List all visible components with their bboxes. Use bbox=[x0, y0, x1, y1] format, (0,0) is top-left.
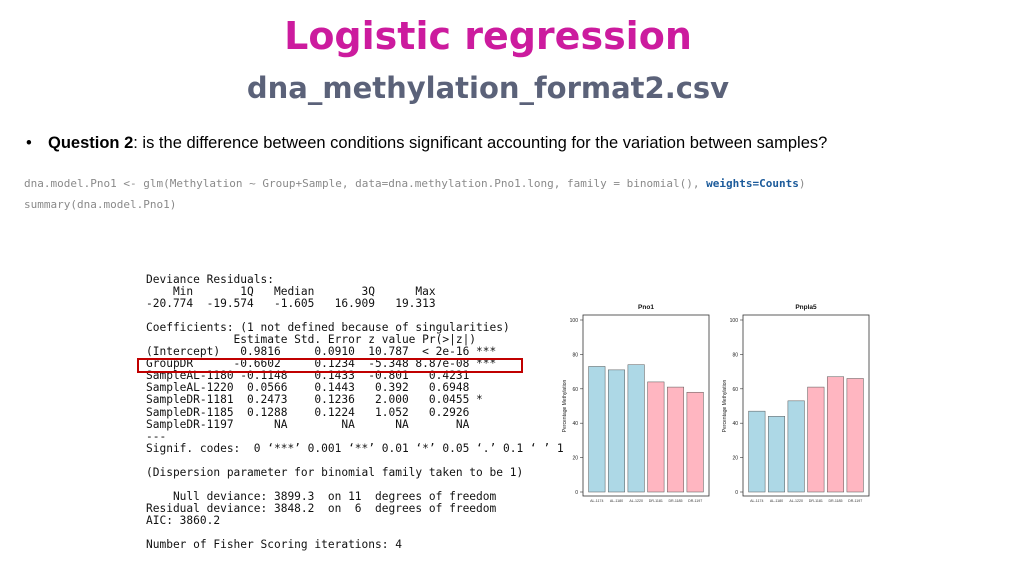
r-output-line: --- bbox=[146, 429, 167, 443]
r-output-line: Estimate Std. Error z value Pr(>|z|) bbox=[146, 333, 477, 347]
y-tick-label: 100 bbox=[570, 318, 579, 324]
bar bbox=[846, 378, 864, 493]
x-tick-label: DR-1185 bbox=[668, 499, 682, 503]
r-output-line: GroupDR -0.6602 0.1234 -5.348 8.87e-08 *… bbox=[146, 357, 497, 371]
x-tick-label: AL-1220 bbox=[789, 499, 803, 503]
slide-subtitle: dna_methylation_format2.csv bbox=[246, 71, 730, 105]
question-label: Question 2 bbox=[48, 134, 134, 152]
y-axis-label: Percentage Methylation bbox=[722, 380, 728, 433]
plot-frame bbox=[582, 314, 710, 497]
bar bbox=[748, 410, 766, 493]
plot-frame bbox=[742, 314, 870, 497]
x-tick-label: DR-1181 bbox=[809, 499, 823, 503]
r-output-line bbox=[146, 455, 564, 467]
code-close-paren: ) bbox=[798, 177, 806, 190]
r-output-line: Signif. codes: 0 ‘***’ 0.001 ‘**’ 0.01 ‘… bbox=[146, 441, 564, 455]
r-output-line: Deviance Residuals: bbox=[146, 273, 274, 286]
y-tick-label: 20 bbox=[732, 456, 738, 462]
y-tick-label: 60 bbox=[572, 387, 578, 393]
y-tick-label: 100 bbox=[730, 318, 739, 324]
r-output-line: Min 1Q Median 3Q Max bbox=[146, 285, 436, 299]
r-output-line: Number of Fisher Scoring iterations: 4 bbox=[146, 538, 402, 552]
bar bbox=[607, 369, 626, 493]
bullet-dot: • bbox=[26, 134, 32, 152]
code-line-summary: summary(dna.model.Pno1) bbox=[24, 198, 177, 211]
bar bbox=[627, 364, 645, 493]
r-output-line: SampleDR-1185 0.1288 0.1224 1.052 0.2926 bbox=[146, 405, 470, 419]
r-output-line: Null deviance: 3899.3 on 11 degrees of f… bbox=[146, 489, 497, 503]
y-tick-label: 40 bbox=[732, 421, 738, 427]
code-weights-arg: weights=Counts bbox=[706, 177, 799, 190]
x-tick-label: DR-1181 bbox=[649, 499, 663, 503]
x-tick-label: AL-1174 bbox=[750, 499, 763, 503]
bar bbox=[588, 366, 606, 493]
y-tick-label: 80 bbox=[732, 352, 738, 358]
r-output-line: Coefficients: (1 not defined because of … bbox=[146, 321, 510, 335]
r-output-line: (Dispersion parameter for binomial famil… bbox=[146, 465, 524, 479]
y-tick-label: 20 bbox=[572, 456, 578, 462]
x-tick-label: AL-1220 bbox=[629, 499, 643, 503]
bar bbox=[686, 391, 704, 493]
slide-title: Logistic regression bbox=[284, 14, 692, 58]
y-tick-label: 80 bbox=[572, 352, 578, 358]
x-tick-label: DR-1197 bbox=[688, 499, 702, 503]
r-summary-output: Deviance Residuals: Min 1Q Median 3Q Max… bbox=[146, 273, 564, 552]
x-tick-label: AL-1180 bbox=[610, 499, 623, 503]
pno1-bar-chart: Pno1 0 20 40 60 80 100 Percentage Methylation AL… bbox=[562, 304, 710, 503]
x-tick-label: AL-1174 bbox=[590, 499, 603, 503]
bar bbox=[826, 376, 845, 493]
y-tick-label: 0 bbox=[575, 490, 578, 496]
x-tick-label: AL-1180 bbox=[770, 499, 783, 503]
r-output-line: SampleDR-1197 NA NA NA NA bbox=[146, 417, 470, 431]
r-output-line: Residual deviance: 3848.2 on 6 degrees o… bbox=[146, 501, 497, 515]
question-text: : is the difference between conditions s… bbox=[133, 134, 828, 152]
r-output-line: AIC: 3860.2 bbox=[146, 513, 221, 527]
groupdr-highlight-box bbox=[137, 358, 523, 373]
bar bbox=[767, 416, 786, 493]
y-tick-label: 0 bbox=[735, 490, 738, 496]
x-tick-label: DR-1185 bbox=[828, 499, 842, 503]
y-axis-label: Percentage Methylation bbox=[562, 380, 568, 433]
x-tick-label: DR-1197 bbox=[848, 499, 862, 503]
y-tick-label: 60 bbox=[732, 387, 738, 393]
chart-title: Pnpla5 bbox=[795, 304, 817, 311]
code-line-glm: dna.model.Pno1 <- glm(Methylation ~ Grou… bbox=[24, 177, 805, 190]
code-glm-call: dna.model.Pno1 <- glm(Methylation ~ Grou… bbox=[24, 177, 707, 190]
r-output-line: SampleAL-1220 0.0566 0.1443 0.392 0.6948 bbox=[146, 381, 470, 395]
y-tick-label: 40 bbox=[572, 421, 578, 427]
r-output-line: (Intercept) 0.9816 0.0910 10.787 < 2e-16… bbox=[146, 345, 497, 359]
bar bbox=[807, 386, 825, 493]
r-output-line: -20.774 -19.574 -1.605 16.909 19.313 bbox=[146, 297, 436, 311]
chart-title: Pno1 bbox=[638, 304, 654, 311]
question-bullet: • Question 2: is the difference between c… bbox=[26, 134, 827, 153]
bar bbox=[787, 400, 805, 493]
pnpla5-bar-chart: Pnpla5 0 20 40 60 80 100 Percentage Methylation… bbox=[722, 304, 870, 503]
bar bbox=[647, 381, 665, 493]
r-output-line: SampleDR-1181 0.2473 0.1236 2.000 0.0455… bbox=[146, 393, 483, 407]
bar bbox=[666, 386, 685, 493]
